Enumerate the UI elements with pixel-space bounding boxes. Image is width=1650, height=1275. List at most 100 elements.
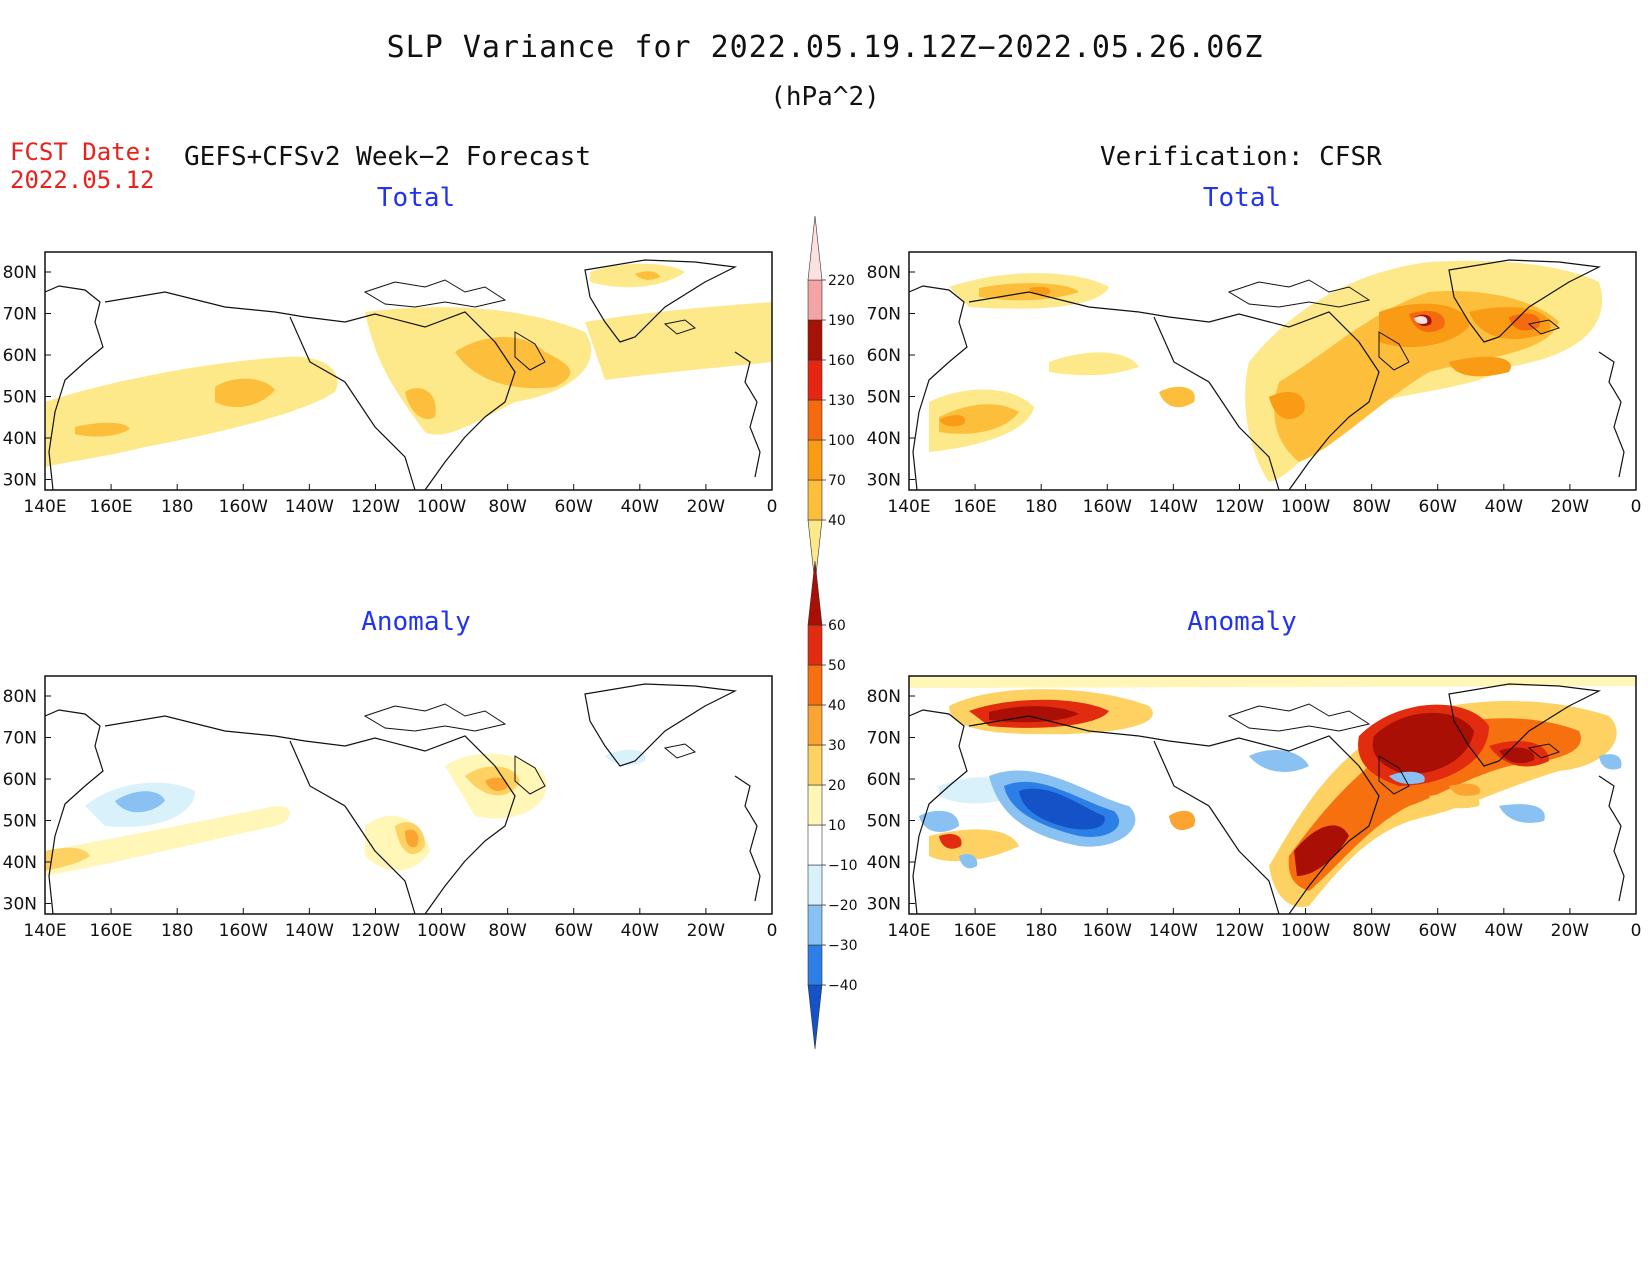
lat-label: 70N: [867, 729, 901, 749]
lat-label: 40N: [3, 429, 37, 449]
lat-label: 70N: [867, 305, 901, 325]
lat-label: 80N: [867, 687, 901, 707]
panel-title-forecast-total: Total: [376, 183, 456, 213]
lon-label: 140W: [285, 497, 334, 517]
colorbar-label: 130: [828, 393, 855, 409]
colorbar-swatch: [807, 744, 823, 786]
colorbar-swatch: [807, 439, 823, 481]
lon-label: 100W: [1281, 497, 1330, 517]
lon-label: 100W: [417, 497, 466, 517]
lon-label: 100W: [1281, 921, 1330, 941]
lat-label: 70N: [3, 305, 37, 325]
lon-label: 80W: [488, 921, 527, 941]
colorbar-label: 10: [828, 818, 846, 834]
lat-label: 80N: [867, 263, 901, 283]
colorbar-label: 220: [828, 273, 855, 289]
lon-label: 20W: [687, 921, 726, 941]
colorbar-label: 40: [828, 513, 846, 529]
colorbar-swatch: [807, 624, 823, 666]
fcst-date-value: 2022.05.12: [10, 166, 155, 194]
lon-label: 160E: [953, 497, 996, 517]
colorbar-swatch: [807, 944, 823, 986]
colorbar-swatch: [807, 479, 823, 521]
lon-label: 40W: [1485, 497, 1524, 517]
lat-label: 50N: [867, 388, 901, 408]
lat-label: 50N: [3, 388, 37, 408]
lon-label: 180: [161, 497, 193, 517]
lon-label: 20W: [687, 497, 726, 517]
colorbar-swatch: [807, 319, 823, 361]
map-forecast-anomaly: [44, 675, 773, 915]
lat-label: 80N: [3, 687, 37, 707]
lon-label: 160W: [1083, 921, 1132, 941]
colorbar-swatch: [807, 664, 823, 706]
lon-label: 180: [161, 921, 193, 941]
lon-label: 160W: [219, 921, 268, 941]
lon-label: 40W: [1485, 921, 1524, 941]
colorbar-label: 20: [828, 778, 846, 794]
lon-label: 40W: [621, 497, 660, 517]
colorbar-swatch: [807, 984, 823, 1050]
colorbar-swatch: [807, 279, 823, 321]
colorbar-swatch: [807, 784, 823, 826]
lon-label: 60W: [555, 497, 594, 517]
lon-label: 60W: [1419, 921, 1458, 941]
colorbar-anomaly: −40 −30 −20 −10 10 20 30 40 50 60: [807, 560, 858, 1050]
colorbar-swatch: [807, 864, 823, 906]
lon-label: 20W: [1551, 921, 1590, 941]
lat-label: 80N: [3, 263, 37, 283]
lat-label: 70N: [3, 729, 37, 749]
forecast-header: GEFS+CFSv2 Week−2 Forecast: [184, 142, 591, 172]
lon-label: 120W: [351, 497, 400, 517]
lon-label: 80W: [488, 497, 527, 517]
lon-label: 160E: [953, 921, 996, 941]
colorbar-total: 40 70 100 130 160 190 220: [807, 215, 855, 585]
lon-label: 160E: [89, 921, 132, 941]
lat-label: 40N: [3, 853, 37, 873]
colorbar-label: −30: [828, 938, 858, 954]
lon-label: 40W: [621, 921, 660, 941]
lon-label: 0: [1631, 497, 1642, 517]
lat-label: 50N: [867, 812, 901, 832]
colorbar-swatch: [807, 904, 823, 946]
figure-units: (hPa^2): [770, 82, 880, 112]
colorbar-label: 100: [828, 433, 855, 449]
map-verification-anomaly: [908, 675, 1637, 915]
lat-label: 40N: [867, 853, 901, 873]
lon-label: 80W: [1352, 497, 1391, 517]
map-axes: 80N 70N 60N 50N 40N 30N 140E 160E 180 160W 140W 120…: [3, 263, 1642, 941]
panel-title-verification-anomaly: Anomaly: [1187, 607, 1297, 637]
colorbar-label: −20: [828, 898, 858, 914]
lon-label: 140E: [887, 921, 930, 941]
fcst-date-label: FCST Date:: [10, 138, 155, 166]
lon-label: 140E: [23, 497, 66, 517]
colorbar-swatch: [807, 560, 823, 626]
colorbar-label: 70: [828, 473, 846, 489]
panel-title-verification-total: Total: [1202, 183, 1282, 213]
colorbar-swatch: [807, 704, 823, 746]
lon-label: 140E: [887, 497, 930, 517]
lat-label: 60N: [3, 770, 37, 790]
lon-label: 180: [1025, 497, 1057, 517]
colorbar-swatch: [807, 399, 823, 441]
lon-label: 0: [1631, 921, 1642, 941]
lon-label: 120W: [1215, 497, 1264, 517]
lon-label: 120W: [351, 921, 400, 941]
lat-label: 60N: [867, 770, 901, 790]
lat-label: 40N: [867, 429, 901, 449]
colorbar-swatch: [807, 359, 823, 401]
lon-label: 60W: [1419, 497, 1458, 517]
lon-label: 160W: [219, 497, 268, 517]
colorbar-swatch: [807, 824, 823, 866]
lat-label: 30N: [3, 471, 37, 491]
colorbar-label: −40: [828, 978, 858, 994]
colorbar-label: 160: [828, 353, 855, 369]
colorbar-label: 40: [828, 698, 846, 714]
lat-label: 60N: [3, 346, 37, 366]
colorbar-label: 190: [828, 313, 855, 329]
fcst-date-block: FCST Date: 2022.05.12: [10, 138, 155, 194]
lon-label: 180: [1025, 921, 1057, 941]
map-verification-total: [908, 251, 1637, 491]
lon-label: 160W: [1083, 497, 1132, 517]
